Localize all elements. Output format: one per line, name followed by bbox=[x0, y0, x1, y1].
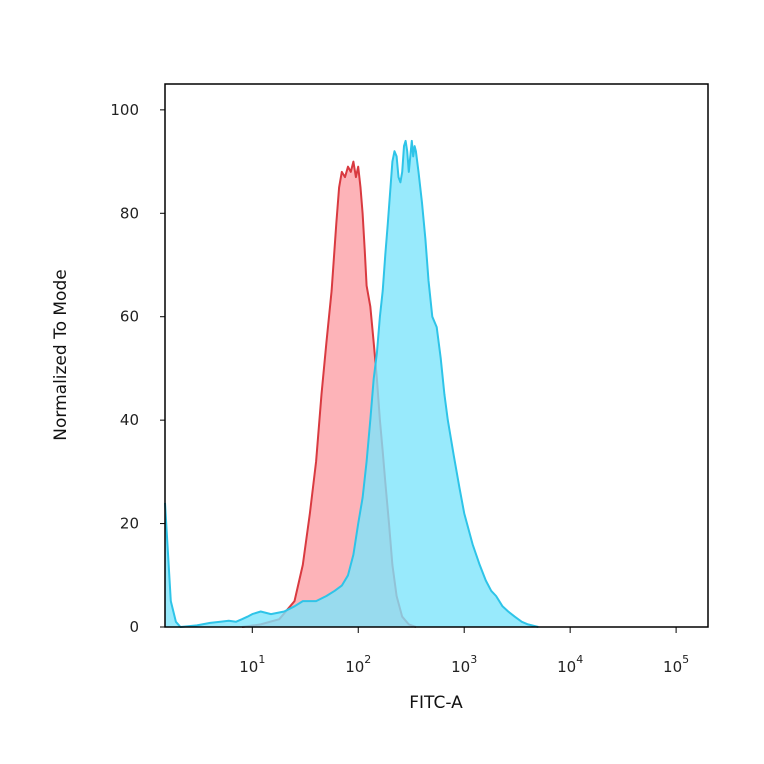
x-tick-label: 103 bbox=[451, 653, 477, 676]
x-tick-label: 105 bbox=[663, 653, 689, 676]
y-tick-label: 80 bbox=[120, 204, 139, 222]
y-tick-label: 60 bbox=[120, 308, 139, 326]
y-tick-label: 40 bbox=[120, 411, 139, 429]
y-tick-label: 20 bbox=[120, 515, 139, 533]
histogram-series-group bbox=[164, 139, 539, 628]
y-tick-label: 100 bbox=[110, 101, 139, 119]
x-tick-label: 102 bbox=[345, 653, 371, 676]
x-tick-label: 104 bbox=[557, 653, 583, 676]
y-axis-title: Normalized To Mode bbox=[51, 269, 71, 440]
x-axis-ticks: 101 102 103 104 105 bbox=[239, 627, 689, 676]
y-axis-ticks: 0 20 40 60 80 100 bbox=[110, 101, 165, 636]
histogram-outline-2 bbox=[164, 139, 539, 628]
histogram-area-2 bbox=[165, 140, 539, 627]
x-axis-title: FITC-A bbox=[409, 693, 463, 713]
x-tick-label: 101 bbox=[239, 653, 265, 676]
y-tick-label: 0 bbox=[129, 618, 139, 636]
plot-frame bbox=[164, 83, 709, 628]
